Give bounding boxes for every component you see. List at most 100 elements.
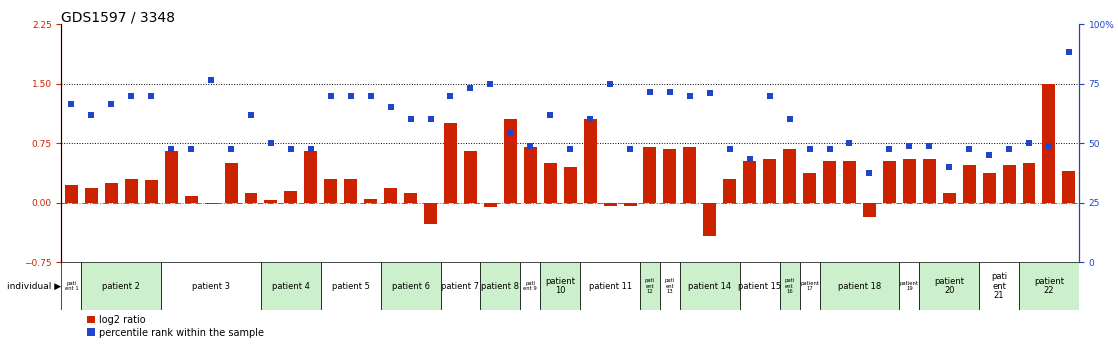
- Bar: [61, 262, 82, 310]
- Bar: [803, 172, 816, 203]
- Point: [861, 170, 879, 175]
- Point: [601, 81, 619, 87]
- Point: [1040, 143, 1058, 148]
- Point: [442, 93, 459, 98]
- Bar: [484, 203, 496, 207]
- Bar: [983, 172, 996, 203]
- Text: pati
ent
16: pati ent 16: [785, 278, 795, 294]
- Point: [980, 152, 998, 158]
- Bar: [604, 203, 616, 206]
- Point: [401, 117, 419, 122]
- Bar: [125, 179, 138, 203]
- Bar: [903, 159, 916, 203]
- Point: [1001, 146, 1018, 151]
- Bar: [823, 161, 836, 203]
- Text: individual ▶: individual ▶: [8, 282, 61, 290]
- Text: patient 2: patient 2: [103, 282, 140, 290]
- Point: [721, 146, 739, 151]
- Point: [302, 146, 320, 151]
- Bar: [639, 262, 660, 310]
- Bar: [1062, 171, 1076, 203]
- Bar: [942, 193, 956, 203]
- Bar: [380, 262, 440, 310]
- Point: [701, 90, 719, 96]
- Bar: [245, 193, 257, 203]
- Bar: [184, 196, 198, 203]
- Bar: [743, 161, 756, 203]
- Point: [103, 101, 121, 106]
- Bar: [683, 147, 697, 203]
- Point: [1020, 140, 1038, 146]
- Point: [182, 146, 200, 151]
- Bar: [481, 262, 520, 310]
- Bar: [540, 262, 580, 310]
- Text: patient 8: patient 8: [482, 282, 520, 290]
- Point: [661, 89, 679, 95]
- Point: [122, 93, 140, 98]
- Point: [142, 93, 160, 98]
- Bar: [144, 180, 158, 203]
- Bar: [520, 262, 540, 310]
- Point: [482, 81, 500, 87]
- Bar: [424, 203, 437, 224]
- Bar: [82, 262, 161, 310]
- Text: patient 3: patient 3: [192, 282, 230, 290]
- Point: [322, 93, 340, 98]
- Bar: [265, 199, 277, 203]
- Point: [342, 93, 360, 98]
- Bar: [663, 149, 676, 203]
- Bar: [504, 119, 517, 203]
- Bar: [740, 262, 779, 310]
- Point: [741, 156, 759, 162]
- Text: patient
10: patient 10: [546, 277, 575, 295]
- Bar: [764, 159, 776, 203]
- Bar: [979, 262, 1018, 310]
- Point: [960, 146, 978, 151]
- Bar: [644, 147, 656, 203]
- Bar: [164, 151, 178, 203]
- Bar: [1042, 84, 1055, 203]
- Bar: [321, 262, 380, 310]
- Text: patient 18: patient 18: [837, 282, 881, 290]
- Bar: [922, 159, 936, 203]
- Bar: [260, 262, 321, 310]
- Bar: [883, 161, 896, 203]
- Bar: [440, 262, 481, 310]
- Text: patient
17: patient 17: [800, 281, 819, 291]
- Text: patient 15: patient 15: [738, 282, 781, 290]
- Text: pati
ent
21: pati ent 21: [991, 272, 1007, 300]
- Bar: [819, 262, 899, 310]
- Bar: [783, 149, 796, 203]
- Bar: [284, 191, 297, 203]
- Point: [641, 89, 659, 95]
- Bar: [1023, 163, 1035, 203]
- Bar: [161, 262, 260, 310]
- Text: patient
22: patient 22: [1034, 277, 1064, 295]
- Point: [462, 85, 480, 90]
- Bar: [919, 262, 979, 310]
- Bar: [680, 262, 740, 310]
- Bar: [1018, 262, 1079, 310]
- Point: [222, 146, 240, 151]
- Point: [622, 146, 639, 151]
- Bar: [324, 179, 338, 203]
- Point: [681, 93, 699, 98]
- Text: GDS1597 / 3348: GDS1597 / 3348: [61, 10, 176, 24]
- Bar: [404, 193, 417, 203]
- Point: [421, 117, 439, 122]
- Point: [282, 146, 300, 151]
- Bar: [524, 147, 537, 203]
- Bar: [464, 151, 477, 203]
- Text: patient 14: patient 14: [689, 282, 731, 290]
- Point: [521, 143, 539, 148]
- Point: [821, 146, 838, 151]
- Text: pati
ent
12: pati ent 12: [645, 278, 655, 294]
- Point: [841, 140, 859, 146]
- Bar: [385, 188, 397, 203]
- Bar: [105, 183, 117, 203]
- Bar: [584, 119, 597, 203]
- Point: [202, 77, 220, 82]
- Text: patient 11: patient 11: [588, 282, 632, 290]
- Point: [262, 140, 280, 146]
- Point: [561, 146, 579, 151]
